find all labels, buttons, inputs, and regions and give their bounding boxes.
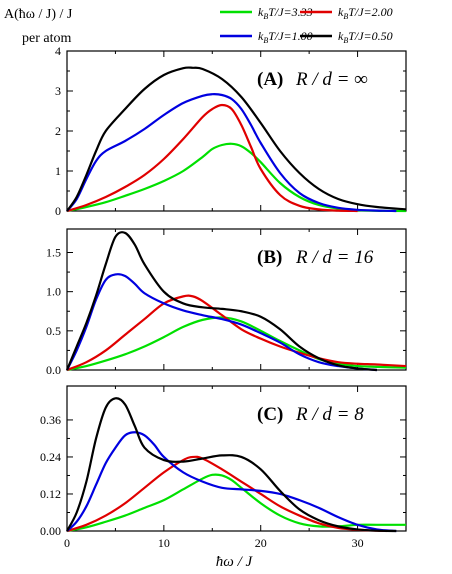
series-line (66, 66, 407, 212)
y-tick-label: 1.0 (46, 285, 61, 299)
y-tick-label: 0.12 (40, 487, 61, 501)
x-tick-label: 20 (255, 536, 267, 550)
y-tick-label: 1 (55, 164, 61, 178)
y-tick-label: 0 (55, 204, 61, 218)
y-tick-label: 0.36 (40, 413, 61, 427)
y-axis-label: A(ħω / J) / J (4, 7, 73, 22)
series-line (66, 273, 378, 372)
panels: 0 1 2 3 4 (A) R / d = ∞ 0.0 0.5 1.0 1.5 (B) R / d = … (40, 44, 407, 550)
series-line (66, 142, 407, 213)
series-line (66, 473, 406, 533)
legend-label: kBT/J=3.33 (258, 5, 313, 21)
legend-label: kBT/J=2.00 (338, 5, 393, 21)
series-line (66, 316, 407, 372)
series-line (66, 294, 407, 372)
panel-tag: (C) (257, 404, 283, 425)
panel-equation: R / d = 16 (295, 247, 374, 268)
plot-frame (66, 228, 407, 371)
legend-item: kBT/J=0.50 (300, 29, 393, 45)
plot-frame (66, 385, 407, 532)
series-line (65, 231, 378, 372)
panel-a: 0 1 2 3 4 (A) R / d = ∞ (55, 44, 407, 218)
series-line (66, 93, 397, 213)
series-line (66, 455, 387, 533)
legend-item: kBT/J=2.00 (300, 5, 393, 21)
y-tick-label: 1.5 (46, 246, 61, 260)
series-line (66, 397, 397, 533)
panel-tag: (B) (257, 247, 282, 268)
x-tick-label: 30 (352, 536, 364, 550)
legend-label: kBT/J=0.50 (338, 29, 393, 45)
y-tick-label: 3 (55, 84, 61, 98)
legend: kBT/J=3.33 kBT/J=2.00 kBT/J=1.00 kBT/J=0.50 (220, 5, 393, 45)
y-tick-label: 4 (55, 44, 61, 58)
panel-c: 0 10 20 30 0.00 0.12 0.24 0.36 (C) R / d = 8 (40, 385, 407, 550)
x-axis-label: ħω / J (216, 554, 254, 570)
y-tick-label: 0.5 (46, 324, 61, 338)
y-tick-label: 0.24 (40, 450, 61, 464)
x-tick-label: 10 (158, 536, 170, 550)
series-line (66, 103, 358, 213)
legend-item: kBT/J=1.00 (220, 29, 313, 45)
legend-label: kBT/J=1.00 (258, 29, 313, 45)
x-tick-label: 0 (64, 536, 70, 550)
y-tick-label: 2 (55, 124, 61, 138)
panel-b: 0.0 0.5 1.0 1.5 (B) R / d = 16 (46, 228, 407, 377)
legend-item: kBT/J=3.33 (220, 5, 313, 21)
panel-equation: R / d = ∞ (295, 69, 368, 90)
y-tick-label: 0.00 (40, 524, 61, 538)
y-axis-label-units: per atom (22, 31, 71, 46)
panel-tag: (A) (257, 69, 283, 90)
series-line (66, 431, 397, 533)
panel-equation: R / d = 8 (295, 404, 364, 425)
y-tick-label: 0.0 (46, 363, 61, 377)
